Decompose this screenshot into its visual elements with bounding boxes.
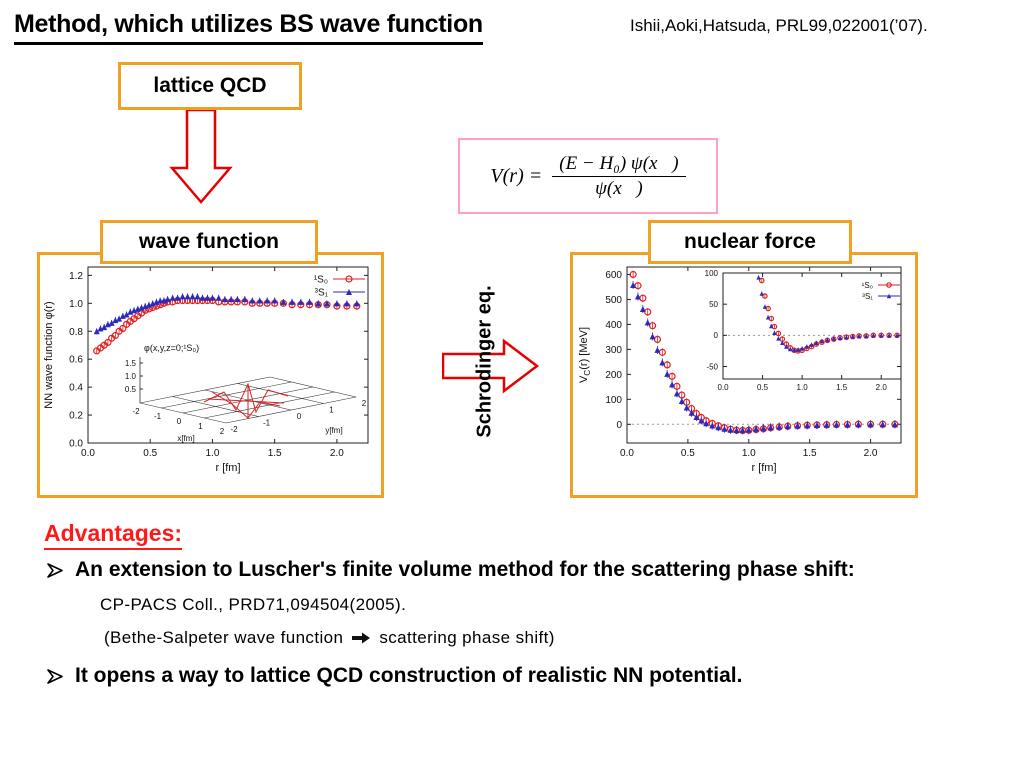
svg-text:2.0: 2.0 (864, 448, 878, 459)
down-arrow-icon (169, 108, 233, 204)
svg-text:0.5: 0.5 (757, 383, 769, 392)
svg-text:0.5: 0.5 (681, 448, 695, 459)
svg-text:1.5: 1.5 (836, 383, 848, 392)
wave-function-chart: 0.0 0.5 1.0 1.5 2.0 0.0 0.2 0.4 0.6 0.8 1.0 1.2 r [f… (43, 266, 369, 474)
schrodinger-arrow-icon (442, 338, 540, 394)
svg-text:-2: -2 (230, 425, 238, 434)
svg-text:0.0: 0.0 (717, 383, 729, 392)
svg-text:50: 50 (709, 300, 718, 309)
citation: Ishii,Aoki,Hatsuda, PRL99,022001(’07). (630, 16, 928, 35)
right-arrow-icon (352, 632, 371, 644)
svg-text:200: 200 (605, 370, 622, 381)
formula-numerator: (E − H₀) ψ(x⃗) (552, 153, 686, 177)
bullet-arrow-icon (47, 563, 63, 578)
svg-text:-2: -2 (132, 407, 140, 416)
svg-text:400: 400 (605, 320, 622, 331)
svg-text:0.2: 0.2 (69, 411, 83, 422)
svg-text:0.5: 0.5 (143, 448, 157, 459)
formula-fraction: (E − H₀) ψ(x⃗) ψ(x⃗) (552, 153, 686, 200)
svg-text:0.5: 0.5 (125, 385, 137, 394)
svg-text:0.8: 0.8 (69, 327, 83, 338)
svg-text:¹S₀: ¹S₀ (862, 281, 873, 290)
svg-text:φ(x,y,z=0;¹S₀): φ(x,y,z=0;¹S₀) (144, 343, 199, 353)
svg-text:-1: -1 (263, 419, 271, 428)
svg-text:NN wave function φ(r): NN wave function φ(r) (43, 301, 55, 408)
svg-text:0: 0 (616, 420, 622, 431)
svg-text:100: 100 (605, 395, 622, 406)
svg-text:1.5: 1.5 (268, 448, 282, 459)
nuclear-force-box: nuclear force (648, 220, 852, 264)
svg-text:1.5: 1.5 (125, 359, 137, 368)
schrodinger-label: Schrodinger eq. (473, 285, 496, 438)
bullet-extension-text: An extension to Luscher's finite volume … (75, 558, 855, 581)
svg-text:500: 500 (605, 295, 622, 306)
svg-text:y[fm]: y[fm] (325, 426, 342, 435)
svg-text:1.5: 1.5 (803, 448, 817, 459)
formula-box: V(r) = (E − H₀) ψ(x⃗) ψ(x⃗) (458, 138, 718, 214)
note-pre-text: (Bethe-Salpeter wave function (104, 628, 344, 647)
svg-text:0.4: 0.4 (69, 383, 83, 394)
svg-text:0.0: 0.0 (69, 439, 83, 450)
svg-text:r [fm]: r [fm] (215, 462, 240, 474)
lattice-qcd-box: lattice QCD (118, 62, 302, 110)
bullet-extension: An extension to Luscher's finite volume … (46, 558, 996, 582)
note-post-text: scattering phase shift) (379, 628, 555, 647)
svg-text:1: 1 (329, 406, 334, 415)
formula-lhs: V(r) = (490, 164, 543, 187)
svg-text:1.0: 1.0 (205, 448, 219, 459)
svg-text:1.0: 1.0 (797, 383, 809, 392)
svg-text:0: 0 (714, 331, 719, 340)
svg-text:VC(r) [MeV]: VC(r) [MeV] (578, 327, 592, 383)
formula-denominator: ψ(x⃗) (595, 177, 643, 199)
svg-text:0.6: 0.6 (69, 355, 83, 366)
svg-text:1: 1 (198, 422, 203, 431)
reference-line: CP-PACS Coll., PRD71,094504(2005). (100, 595, 407, 614)
svg-text:-50: -50 (706, 362, 718, 371)
svg-text:x[fm]: x[fm] (177, 434, 194, 443)
svg-text:-1: -1 (154, 412, 162, 421)
advantages-heading: Advantages: (44, 520, 183, 550)
svg-text:300: 300 (605, 345, 622, 356)
nuclear-force-chart-panel: 0.0 0.5 1.0 1.5 2.0 0 100 200 300 400 500 600 r [fm]… (570, 252, 918, 498)
svg-text:2.0: 2.0 (330, 448, 344, 459)
svg-text:1.0: 1.0 (125, 372, 137, 381)
svg-text:0.0: 0.0 (620, 448, 634, 459)
bullet-nn-potential-text: It opens a way to lattice QCD constructi… (75, 664, 743, 687)
svg-text:1.0: 1.0 (742, 448, 756, 459)
svg-text:100: 100 (705, 269, 719, 278)
svg-text:¹S₀: ¹S₀ (314, 275, 328, 286)
wave-function-box: wave function (100, 220, 318, 264)
svg-text:2.0: 2.0 (876, 383, 888, 392)
svg-text:r [fm]: r [fm] (751, 462, 776, 474)
bethe-salpeter-note: (Bethe-Salpeter wave function scattering… (104, 628, 555, 648)
svg-text:600: 600 (605, 270, 622, 281)
svg-text:0.0: 0.0 (81, 448, 95, 459)
svg-text:³S₁: ³S₁ (862, 292, 873, 301)
wave-function-chart-panel: 0.0 0.5 1.0 1.5 2.0 0.0 0.2 0.4 0.6 0.8 1.0 1.2 r [f… (37, 252, 384, 498)
svg-text:0: 0 (297, 412, 302, 421)
bullet-arrow-icon (47, 669, 63, 684)
svg-text:1.0: 1.0 (69, 299, 83, 310)
svg-text:0: 0 (177, 417, 182, 426)
bullet-nn-potential: It opens a way to lattice QCD constructi… (46, 664, 996, 688)
svg-text:2: 2 (220, 427, 225, 436)
svg-text:³S₁: ³S₁ (315, 288, 329, 299)
page-title: Method, which utilizes BS wave function (14, 10, 483, 45)
svg-text:2: 2 (362, 399, 367, 408)
svg-text:1.2: 1.2 (69, 271, 83, 282)
